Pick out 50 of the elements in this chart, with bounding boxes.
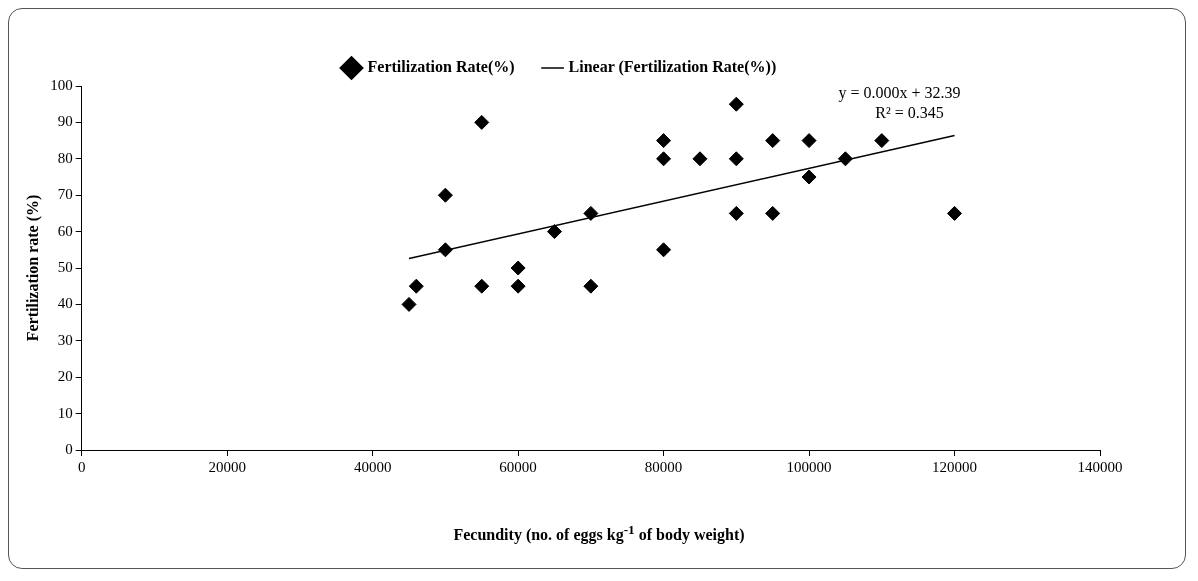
point (656, 242, 672, 258)
x-tick-label: 40000 (353, 458, 392, 475)
point (692, 151, 708, 167)
point (474, 278, 490, 294)
point (656, 151, 672, 167)
x-tick-label: 80000 (644, 458, 683, 475)
y-tick-label: 90 (57, 113, 73, 130)
y-tick-label: 80 (57, 149, 73, 166)
point (728, 205, 744, 221)
y-tick-label: 100 (50, 76, 73, 93)
x-tick-label: 20000 (208, 458, 246, 475)
point (510, 260, 526, 276)
annotation: R² = 0.345 (875, 103, 944, 121)
point (801, 133, 817, 149)
point (765, 205, 781, 221)
y-tick-label: 70 (57, 186, 73, 203)
point (510, 278, 526, 294)
y-tick-label: 60 (57, 222, 73, 239)
x-tick-label: 0 (77, 458, 86, 475)
y-tick-label: 30 (57, 331, 73, 348)
point (874, 133, 890, 149)
y-tick-label: 20 (57, 368, 73, 385)
y-axis-title: Fertilization rate (%) (23, 194, 42, 342)
x-tick-label: 100000 (786, 458, 832, 475)
x-tick-label: 120000 (932, 458, 978, 475)
point (801, 169, 817, 185)
x-tick-label: 60000 (499, 458, 537, 475)
point (408, 278, 424, 294)
point (656, 133, 672, 149)
legend-label: Fertilization Rate(%) (367, 58, 515, 77)
point (437, 187, 453, 203)
x-tick-label: 140000 (1077, 458, 1123, 475)
point (437, 242, 453, 258)
legend-label: Linear (Fertilization Rate(%)) (568, 58, 777, 77)
point (583, 278, 599, 294)
point (546, 224, 562, 240)
y-tick-label: 10 (57, 404, 73, 421)
point (401, 296, 417, 312)
y-tick-label: 40 (57, 295, 73, 312)
point (765, 133, 781, 149)
x-axis-title: Fecundity (no. of eggs kg$^{-1}$ of body weight) (452, 522, 746, 545)
point (728, 96, 744, 112)
annotation: y = 0.000x + 32.39 (838, 83, 961, 102)
point (837, 151, 853, 167)
point (728, 151, 744, 167)
y-tick-label: 50 (57, 258, 73, 275)
point (583, 205, 599, 221)
point (474, 114, 490, 130)
y-tick-label: 0 (65, 440, 73, 457)
point (947, 205, 963, 221)
